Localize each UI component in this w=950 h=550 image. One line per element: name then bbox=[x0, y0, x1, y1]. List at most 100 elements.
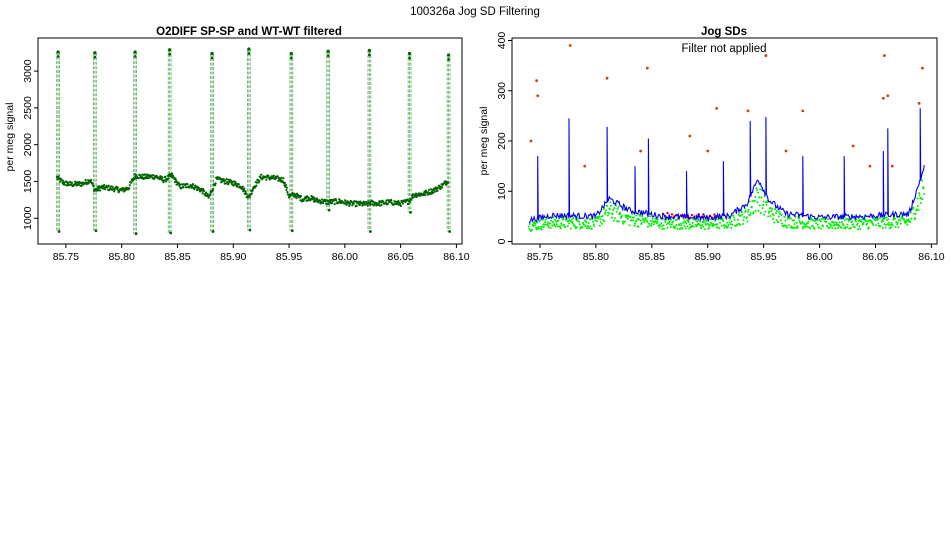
right-data-point bbox=[768, 210, 771, 213]
right-data-point bbox=[682, 217, 685, 220]
right-data-point bbox=[730, 226, 733, 229]
left-data-point bbox=[212, 187, 215, 191]
right-data-point bbox=[761, 207, 764, 210]
right-data-point bbox=[649, 219, 652, 222]
right-data-point bbox=[803, 223, 806, 226]
panel-right: Jog SDs Filter not applied per meg signa… bbox=[478, 26, 945, 263]
left-data-point bbox=[335, 199, 338, 202]
right-data-point bbox=[611, 213, 614, 216]
right-data-point bbox=[718, 227, 721, 230]
left-data-point bbox=[279, 178, 282, 181]
right-data-point bbox=[670, 223, 673, 226]
right-data-point bbox=[556, 225, 559, 228]
left-data-point bbox=[204, 191, 208, 194]
right-data-point bbox=[764, 210, 767, 213]
left-data-point bbox=[137, 177, 140, 180]
right-data-point bbox=[915, 208, 918, 211]
right-outlier-point bbox=[746, 109, 750, 113]
left-spike-top-point bbox=[447, 53, 451, 57]
right-data-point bbox=[632, 216, 635, 219]
right-data-point bbox=[604, 211, 607, 214]
right-data-point bbox=[728, 221, 731, 224]
left-data-point bbox=[130, 181, 133, 184]
right-data-point bbox=[634, 222, 637, 225]
left-data-point bbox=[401, 202, 405, 205]
right-data-point bbox=[740, 211, 743, 214]
right-data-point bbox=[686, 225, 689, 228]
right-data-point bbox=[781, 222, 784, 225]
right-data-point bbox=[688, 223, 691, 226]
left-data-point bbox=[139, 174, 142, 177]
right-data-point bbox=[542, 226, 545, 229]
left-spike-top-point bbox=[289, 51, 293, 56]
left-data-point bbox=[304, 197, 308, 200]
right-data-point bbox=[551, 224, 554, 227]
left-y-tick-label: 1000 bbox=[22, 206, 34, 230]
right-x-tick-label: 85.75 bbox=[527, 251, 553, 263]
right-red-point bbox=[670, 213, 674, 216]
right-data-point bbox=[722, 220, 725, 223]
left-data-point bbox=[283, 181, 287, 184]
left-spike-top-point bbox=[407, 51, 412, 56]
right-data-point bbox=[616, 220, 619, 223]
right-data-point bbox=[894, 217, 897, 220]
left-spike-bottom-point bbox=[448, 230, 452, 233]
left-spike-top-point bbox=[210, 51, 214, 56]
right-data-point bbox=[920, 179, 923, 182]
right-data-point bbox=[570, 218, 573, 221]
right-data-point bbox=[654, 220, 657, 223]
left-data-point bbox=[131, 179, 134, 182]
right-data-point bbox=[771, 207, 774, 210]
right-data-point bbox=[918, 192, 921, 195]
right-data-point bbox=[589, 218, 592, 221]
left-data-point bbox=[58, 180, 62, 183]
left-data-point bbox=[275, 177, 278, 180]
right-data-point bbox=[890, 221, 893, 224]
left-data-point bbox=[436, 189, 439, 192]
right-data-point bbox=[730, 220, 733, 223]
right-data-point bbox=[749, 211, 752, 214]
right-data-point bbox=[891, 224, 894, 227]
right-data-point bbox=[619, 213, 622, 216]
left-data-point bbox=[358, 203, 361, 207]
right-data-point bbox=[599, 220, 602, 223]
left-data-point bbox=[286, 191, 289, 194]
right-data-point bbox=[896, 223, 899, 226]
right-x-tick-label: 85.80 bbox=[583, 251, 609, 263]
left-data-point bbox=[211, 189, 214, 192]
left-spike-top-point bbox=[133, 54, 137, 58]
right-data-point bbox=[875, 224, 878, 227]
right-data-point bbox=[744, 209, 747, 212]
right-outlier-point bbox=[851, 144, 855, 148]
left-data-point bbox=[103, 183, 106, 187]
left-spike-top-point bbox=[247, 52, 251, 55]
right-data-point bbox=[830, 225, 833, 228]
right-x-tick-label: 85.95 bbox=[751, 251, 777, 263]
right-data-point bbox=[773, 221, 776, 224]
right-data-point bbox=[601, 214, 604, 217]
left-data-point bbox=[214, 183, 217, 187]
right-data-point bbox=[683, 225, 686, 228]
left-spike-bottom-point bbox=[368, 230, 372, 233]
right-data-point bbox=[606, 214, 609, 217]
right-data-point bbox=[630, 219, 633, 222]
right-data-point bbox=[899, 222, 902, 225]
right-data-point bbox=[879, 225, 882, 228]
right-data-point bbox=[611, 216, 614, 219]
right-data-point bbox=[669, 223, 672, 226]
left-data-point bbox=[352, 202, 355, 205]
right-data-point bbox=[733, 216, 736, 219]
right-data-point bbox=[826, 225, 829, 228]
left-data-point bbox=[167, 177, 170, 180]
right-data-point bbox=[889, 223, 892, 226]
right-data-point bbox=[885, 216, 888, 219]
right-data-point bbox=[584, 224, 587, 227]
right-outlier-point bbox=[890, 164, 894, 168]
right-data-point bbox=[593, 225, 596, 228]
left-data-point bbox=[361, 203, 364, 206]
right-data-point bbox=[682, 221, 685, 224]
right-data-point bbox=[821, 225, 824, 228]
left-x-tick-label: 85.80 bbox=[109, 251, 135, 263]
left-spike-top-point bbox=[210, 56, 214, 60]
